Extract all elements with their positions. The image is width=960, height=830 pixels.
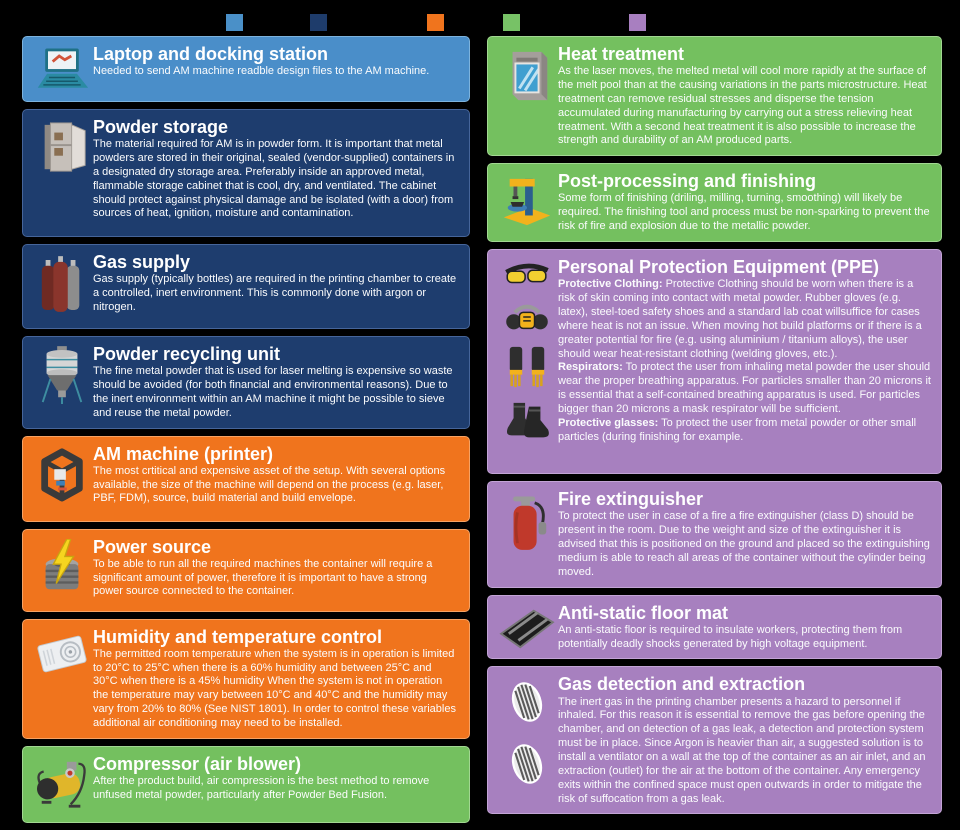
storage-cabinet-icon [31,115,93,177]
card-gas-supply: Gas supply Gas supply (typically bottles… [22,244,470,329]
card-title: Laptop and docking station [93,44,328,64]
card-title: Humidity and temperature control [93,626,383,647]
drill-press-icon [496,169,558,229]
printer-frame-icon [31,442,93,502]
card-title: Gas detection and extraction [558,674,806,695]
card-anti-static: Anti-static floor mat An anti-static flo… [487,594,942,660]
fire-extinguisher-icon [496,487,558,555]
card-body: The material required for AM is in powde… [93,138,455,220]
legend-swatch-dark-blue [310,14,327,31]
card-body: The inert gas in the printing chamber pr… [558,695,926,805]
oven-icon [496,42,558,106]
boots-icon [506,402,549,438]
powder-hopper-icon [31,342,93,408]
card-title: AM machine (printer) [93,443,274,464]
card-laptop: Laptop and docking station Needed to sen… [22,36,470,102]
card-gas-detection: Gas detection and extraction The inert g… [487,666,942,815]
legend-swatch-green [503,14,520,31]
infographic-grid: Laptop and docking station Needed to sen… [22,36,942,823]
card-body: The permitted room temperature when the … [93,647,456,730]
legend-swatch-purple [629,14,646,31]
generator-lightning-icon [31,535,93,599]
card-heat-treatment: Heat treatment As the laser moves, the m… [487,36,942,157]
card-powder-storage: Powder storage The material required for… [22,109,470,237]
legend-swatch-orange [427,14,444,31]
card-body: Some form of finishing (driling, milling… [558,192,930,233]
card-am-machine: AM machine (printer) The most crtitical … [22,435,470,522]
card-title: Gas supply [93,252,191,272]
card-powder-recycling: Powder recycling unit The fine metal pow… [22,336,470,429]
floor-mat-icon [496,601,558,651]
right-column: Heat treatment As the laser moves, the m… [487,36,942,823]
compressor-icon [31,752,93,812]
card-body: Gas supply (typically bottles) are requi… [93,273,457,313]
color-legend [0,14,960,31]
safety-glasses-icon [505,263,549,284]
card-body: The most crtitical and expensive asset o… [93,464,446,505]
gas-bottles-icon [31,250,93,316]
card-humidity: Humidity and temperature control The per… [22,618,470,739]
card-title: Powder recycling unit [93,344,281,364]
ppe-icons [496,255,558,445]
vent-grille-icon [511,682,543,723]
gas-detection-icons [496,672,558,790]
card-title: Powder storage [93,117,229,137]
vent-grille-icon [511,744,543,785]
card-body: As the laser moves, the melted metal wil… [558,65,927,147]
ppe-respirators-section: Respirators: To protect the user from in… [558,361,931,415]
card-compressor: Compressor (air blower) After the produc… [22,745,470,823]
card-fire-extinguisher: Fire extinguisher To protect the user in… [487,481,942,588]
card-title: Anti-static floor mat [558,602,729,623]
card-body: To be able to run all the required machi… [93,557,433,598]
ppe-glasses-section: Protective glasses: To protect the user … [558,416,917,443]
card-body: Needed to send AM machine readble design… [93,65,430,78]
air-conditioner-icon [31,625,93,679]
left-column: Laptop and docking station Needed to sen… [22,36,470,823]
card-body: The fine metal powder that is used for l… [93,365,453,419]
card-title: Post-processing and finishing [558,171,817,192]
gloves-icon [509,346,545,388]
respirator-icon [506,304,548,330]
laptop-icon [31,42,93,94]
card-title: Fire extinguisher [558,489,704,510]
ppe-clothing-section: Protective Clothing: Protective Clothing… [558,278,922,360]
card-title: Power source [93,536,212,557]
card-body: After the product build, air compression… [93,775,430,801]
card-title: Compressor (air blower) [93,753,302,774]
card-post-processing: Post-processing and finishing Some form … [487,163,942,243]
card-title: Heat treatment [558,44,685,64]
legend-swatch-blue [226,14,243,31]
card-power-source: Power source To be able to run all the r… [22,528,470,612]
card-body: An anti-static floor is required to insu… [558,623,903,650]
card-body: To protect the user in case of a fire a … [558,510,930,578]
card-title: Personal Protection Equipment (PPE) [558,257,880,278]
card-ppe: Personal Protection Equipment (PPE) Prot… [487,249,942,475]
